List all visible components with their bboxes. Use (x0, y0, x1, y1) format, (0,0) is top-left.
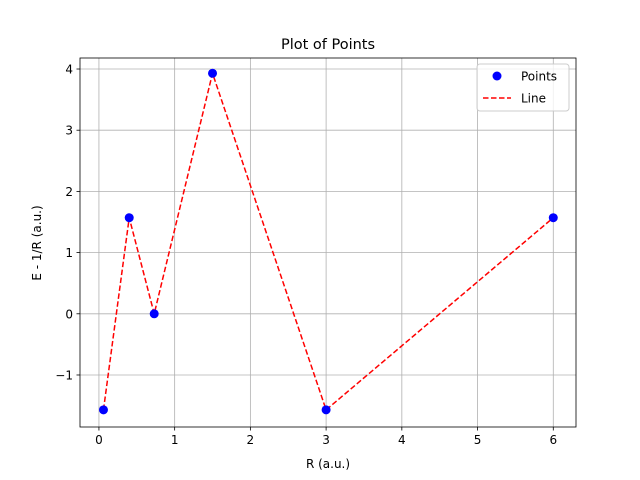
data-point (548, 213, 558, 223)
x-tick-label: 3 (322, 433, 330, 447)
plot-data (98, 68, 558, 415)
y-tick-label: 0 (65, 307, 73, 321)
legend-label-points: Points (521, 70, 557, 84)
data-point (149, 309, 159, 319)
y-tick-label: 2 (65, 185, 73, 199)
x-tick-label: 0 (95, 433, 103, 447)
x-tick-label: 5 (474, 433, 482, 447)
y-tick-label: −1 (55, 368, 73, 382)
data-point (124, 213, 134, 223)
x-tick-label: 6 (549, 433, 557, 447)
y-tick-label: 4 (65, 63, 73, 77)
grid (80, 58, 576, 427)
legend-marker-points (492, 71, 502, 81)
y-axis-label: E - 1/R (a.u.) (30, 205, 44, 280)
data-point (321, 405, 331, 415)
axes-frame (79, 57, 577, 428)
y-tick-label: 1 (65, 246, 73, 260)
series-line (102, 70, 554, 412)
ticks: 0 1 2 3 4 5 6 −1 0 1 2 3 4 (55, 63, 557, 447)
x-tick-label: 2 (247, 433, 255, 447)
data-point (98, 405, 108, 415)
x-tick-label: 1 (171, 433, 179, 447)
chart-title: Plot of Points (281, 37, 375, 53)
data-point (208, 68, 218, 78)
legend-label-line: Line (521, 92, 546, 106)
x-axis-label: R (a.u.) (306, 457, 350, 471)
x-tick-label: 4 (398, 433, 406, 447)
y-tick-label: 3 (65, 124, 73, 138)
legend: Points Line (476, 63, 570, 112)
